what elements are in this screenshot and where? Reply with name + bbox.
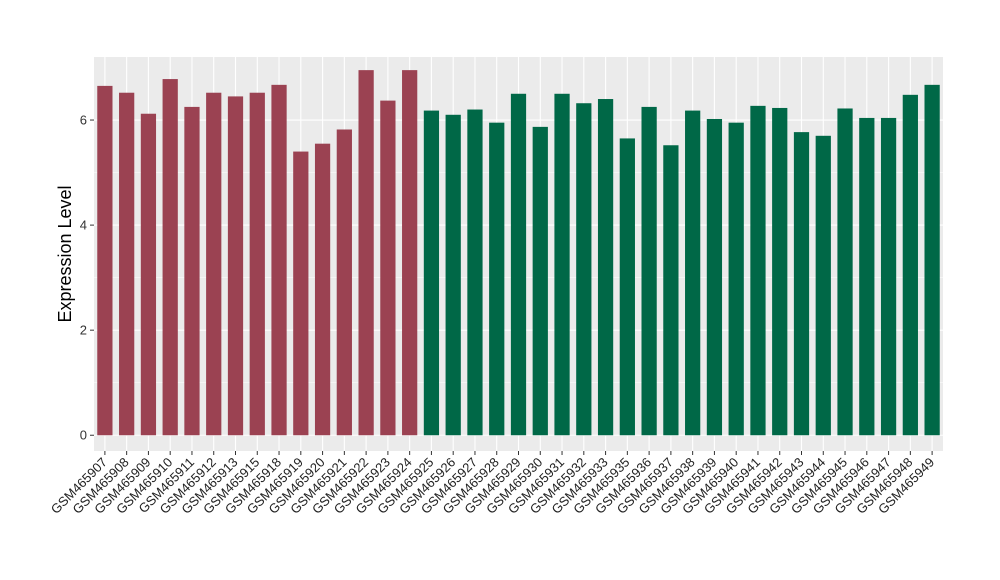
x-axis: GSM465907GSM465908GSM465909GSM465910GSM4… — [48, 451, 937, 517]
bar-GSM465907 — [97, 85, 113, 436]
y-tick-label: 2 — [80, 323, 87, 338]
bar-GSM465915 — [249, 92, 265, 436]
bar-GSM465919 — [293, 151, 309, 436]
bar-GSM465943 — [793, 132, 810, 436]
bar-GSM465939 — [706, 118, 723, 436]
bar-GSM465945 — [837, 108, 853, 436]
bar-GSM465908 — [119, 92, 135, 436]
bars — [97, 70, 940, 436]
bar-GSM465926 — [445, 114, 461, 436]
bar-GSM465937 — [663, 145, 679, 436]
bar-GSM465931 — [554, 93, 570, 436]
bar-GSM465929 — [510, 93, 527, 436]
bar-GSM465936 — [641, 106, 657, 436]
bar-GSM465928 — [489, 122, 505, 436]
bar-GSM465921 — [336, 129, 352, 436]
bar-GSM465941 — [750, 105, 766, 436]
bar-GSM465913 — [227, 96, 244, 436]
y-axis: 0 2 4 6 — [80, 113, 94, 443]
bar-GSM465910 — [162, 79, 178, 436]
bar-GSM465918 — [271, 84, 287, 436]
bar-GSM465930 — [532, 126, 548, 436]
bar-GSM465922 — [358, 70, 374, 436]
bar-GSM465920 — [314, 143, 331, 436]
bar-GSM465946 — [859, 117, 875, 436]
bar-GSM465932 — [576, 103, 592, 436]
bar-GSM465938 — [685, 110, 701, 436]
y-axis-title: Expression Level — [55, 185, 75, 322]
y-tick-label: 6 — [80, 113, 87, 128]
bar-GSM465911 — [184, 106, 200, 436]
bar-GSM465925 — [423, 110, 440, 436]
bar-GSM465909 — [140, 113, 157, 436]
bar-GSM465935 — [619, 138, 635, 436]
y-tick-label: 4 — [80, 218, 87, 233]
bar-GSM465949 — [924, 84, 940, 436]
bar-GSM465912 — [206, 92, 222, 436]
bar-GSM465933 — [597, 99, 614, 436]
bar-GSM465923 — [380, 100, 396, 436]
bar-GSM465944 — [815, 135, 831, 436]
bar-GSM465942 — [772, 107, 788, 436]
bar-GSM465927 — [467, 109, 483, 436]
bar-GSM465947 — [880, 117, 897, 436]
bar-GSM465940 — [728, 122, 744, 436]
bar-GSM465948 — [902, 94, 918, 436]
y-tick-label: 0 — [80, 428, 87, 443]
bar-GSM465924 — [402, 70, 418, 436]
